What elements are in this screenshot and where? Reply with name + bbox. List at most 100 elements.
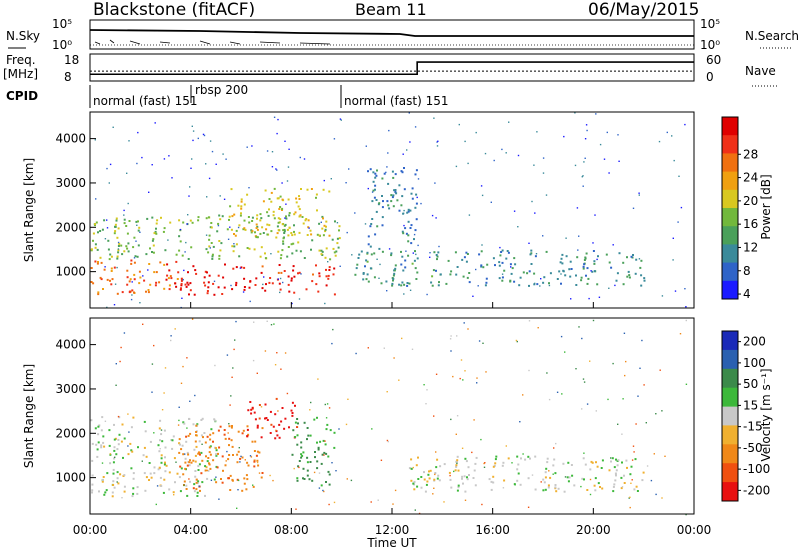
power-scatter-noise-71 [378, 277, 380, 279]
power-scatter-cell-81 [170, 277, 173, 280]
velocity-scatter-cell-314 [227, 458, 230, 461]
power-scatter-cell-502 [432, 269, 435, 272]
power-scatter-noise-225 [308, 227, 310, 229]
power-scatter-noise-131 [431, 214, 434, 217]
power-scatter-cell-355 [145, 253, 148, 256]
velocity-scatter-noise-139 [467, 328, 469, 330]
nave-tick-high: 60 [706, 53, 721, 67]
power-scatter-cell-553 [519, 276, 522, 279]
velocity-scatter-cell-582 [547, 486, 550, 489]
power-scatter-cell-462 [233, 233, 235, 235]
power-scatter-noise-147 [388, 129, 390, 132]
power-scatter-cell-765 [392, 194, 395, 197]
velocity-scatter-noise-82 [411, 348, 414, 350]
velocity-scatter-noise-191 [151, 391, 153, 393]
power-scatter-cell-683 [560, 257, 563, 260]
velocity-scatter-cell-466 [461, 475, 464, 478]
velocity-scatter-cell-157 [123, 437, 126, 440]
power-scatter-cell-654 [533, 283, 536, 286]
power-scatter-cell-208 [190, 246, 193, 249]
velocity-scatter-cell-587 [557, 487, 560, 490]
power-scatter-cell-174 [262, 232, 265, 234]
power-scatter-cell-593 [558, 270, 561, 273]
power-scatter-cell-540 [365, 278, 368, 281]
velocity-scatter-noise-79 [346, 478, 348, 480]
power-scatter-noise-231 [275, 168, 277, 170]
power-scatter-noise-184 [211, 150, 214, 153]
power-scatter-noise-172 [345, 182, 347, 184]
velocity-scatter-cell-149 [116, 471, 119, 474]
power-scatter-noise-233 [387, 152, 389, 154]
power-scatter-cell-461 [306, 188, 309, 191]
power-colorbar-tick-5: 8 [743, 264, 751, 278]
velocity-scatter-noise-110 [581, 337, 583, 340]
velocity-scatter-noise-108 [231, 376, 233, 378]
velocity-scatter-cell-390 [316, 460, 319, 463]
velocity-scatter-cell-3 [194, 475, 197, 478]
velocity-scatter-cell-135 [185, 440, 188, 443]
velocity-scatter-cell-477 [413, 480, 416, 483]
power-scatter-cell-460 [254, 231, 256, 234]
velocity-scatter-cell-330 [250, 412, 253, 415]
velocity-scatter-noise-65 [345, 423, 348, 426]
velocity-scatter-noise-4 [516, 340, 518, 343]
power-scatter-cell-423 [293, 213, 296, 216]
power-scatter-cell-547 [455, 273, 458, 276]
velocity-scatter-cell-456 [455, 464, 458, 467]
power-scatter-cell-383 [283, 228, 286, 231]
power-scatter-cell-582 [435, 269, 437, 272]
power-scatter-cell-675 [522, 271, 525, 274]
velocity-scatter-noise-66 [455, 433, 457, 435]
velocity-scatter-cell-579 [614, 472, 617, 475]
velocity-scatter-cell-108 [196, 491, 199, 494]
power-scatter-noise-74 [409, 289, 412, 291]
velocity-scatter-noise-10 [206, 469, 208, 472]
power-scatter-cell-70 [204, 270, 207, 273]
velocity-scatter-cell-232 [178, 438, 181, 441]
velocity-scatter-cell-341 [264, 417, 266, 420]
power-scatter-noise-259 [327, 261, 329, 263]
velocity-scatter-cell-57 [163, 478, 166, 481]
velocity-scatter-cell-276 [195, 488, 198, 491]
power-scatter-cell-717 [414, 229, 417, 232]
power-scatter-noise-64 [339, 265, 341, 267]
x-axis: 00:00 04:00 08:00 12:00 16:00 20:00 00:00 [73, 302, 711, 537]
velocity-colorbar-tick-4: -15 [743, 420, 763, 434]
power-scatter-cell-704 [392, 205, 395, 208]
power-scatter-cell-473 [281, 198, 284, 201]
power-scatter-cell-433 [256, 228, 259, 231]
velocity-scatter-cell-240 [195, 431, 198, 433]
power-scatter-cell-327 [137, 244, 140, 247]
power-scatter-cell-21 [133, 278, 136, 281]
velocity-scatter-noise-154 [617, 423, 619, 425]
velocity-scatter-cell-58 [171, 447, 174, 450]
velocity-scatter-noise-119 [650, 479, 653, 482]
velocity-scatter-cell-124 [215, 465, 218, 468]
power-scatter-cell-464 [278, 208, 281, 210]
power-scatter-cell-505 [486, 263, 489, 266]
power-scatter-cell-551 [436, 255, 439, 258]
power-scatter-noise-224 [594, 214, 596, 216]
velocity-scatter-noise-88 [655, 493, 657, 496]
power-scatter-cell-274 [293, 224, 295, 227]
power-scatter-cell-108 [165, 278, 168, 281]
velocity-scatter-cell-94 [192, 423, 195, 426]
power-scatter-cell-418 [243, 203, 246, 206]
power-colorbar-tick-2: 20 [743, 194, 758, 208]
power-scatter-noise-72 [608, 172, 610, 174]
velocity-colorbar-swatch-8 [722, 482, 738, 502]
power-scatter-cell-435 [273, 187, 276, 190]
velocity-scatter-noise-207 [331, 342, 333, 345]
power-scatter-cell-359 [325, 225, 327, 228]
velocity-scatter-cell-533 [436, 477, 439, 480]
power-scatter-noise-81 [501, 273, 504, 275]
velocity-colorbar-tick-5: -50 [743, 441, 763, 455]
velocity-scatter-cell-17 [160, 457, 163, 460]
power-scatter-cell-342 [210, 242, 213, 244]
velocity-scatter-noise-214 [184, 453, 186, 455]
power-scatter-cell-275 [218, 214, 221, 217]
power-colorbar-tick-3: 16 [743, 217, 758, 231]
power-colorbar-swatch-0 [722, 117, 738, 136]
power-colorbar-tick-1: 24 [743, 171, 758, 185]
velocity-colorbar-swatch-2 [722, 368, 738, 389]
